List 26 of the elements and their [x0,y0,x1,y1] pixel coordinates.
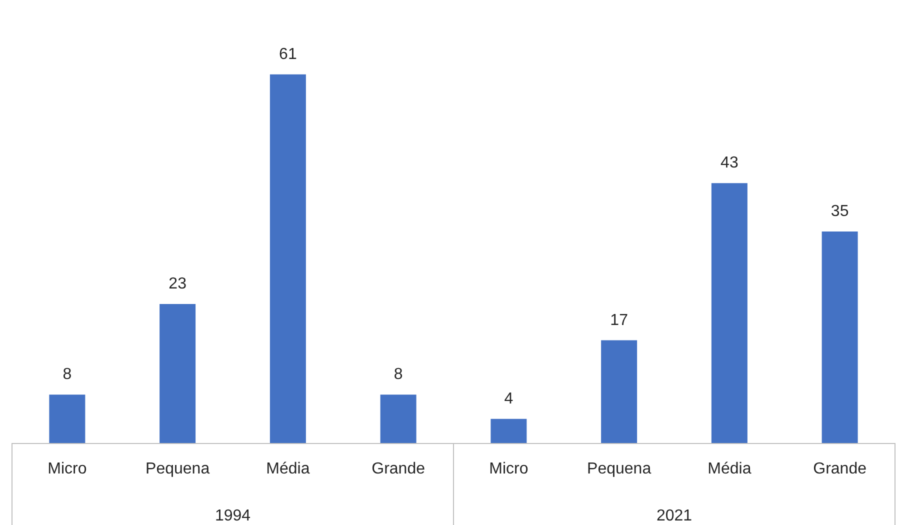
x-tick-label: Micro [489,460,528,478]
x-tick-label: Grande [813,460,867,478]
bar [711,183,748,443]
bar [601,340,638,443]
data-label: 8 [62,366,72,384]
bar [490,418,527,443]
data-label: 8 [394,366,403,384]
x-tick-label: Micro [48,460,87,478]
x-tick-label: Pequena [146,460,210,478]
bar [270,74,306,443]
bar [380,394,416,443]
data-label: 4 [504,390,514,408]
text: 1994 [214,508,251,524]
data-label: 43 [720,154,738,172]
bar [49,394,86,443]
x-tick-label: Média [708,460,752,478]
text: 2021 [656,508,692,524]
data-label: 17 [610,312,628,329]
bar [160,304,196,443]
x-tick-label: Grande [372,460,426,478]
bar [822,232,858,443]
data-label: 23 [168,276,187,293]
x-tick-label: Pequena [587,460,652,478]
data-label: 61 [279,46,297,63]
data-label: 35 [830,203,849,220]
x-tick-label: Média [266,460,310,478]
